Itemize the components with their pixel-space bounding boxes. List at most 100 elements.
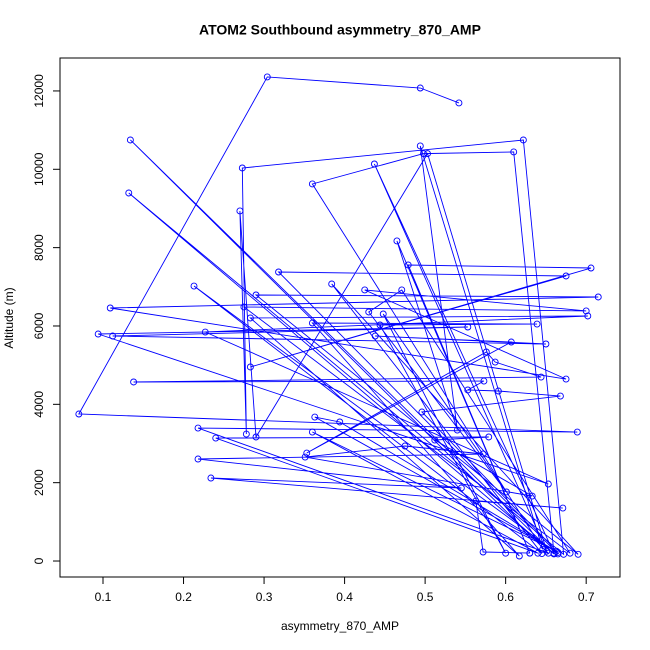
x-tick-label: 0.3 <box>256 590 273 604</box>
data-point <box>109 332 117 340</box>
data-point <box>125 189 133 197</box>
data-point <box>457 484 465 492</box>
data-point <box>301 453 309 461</box>
data-point <box>479 450 487 458</box>
data-point <box>94 330 102 338</box>
data-point <box>494 387 502 395</box>
y-axis-label: Altitude (m) <box>2 287 16 348</box>
x-tick-label: 0.5 <box>417 590 434 604</box>
data-point <box>519 136 527 144</box>
data-point <box>552 547 560 555</box>
data-point <box>252 433 260 441</box>
data-point <box>464 323 472 331</box>
x-tick-label: 0.2 <box>175 590 192 604</box>
data-point <box>416 84 424 92</box>
x-tick-label: 0.7 <box>578 590 595 604</box>
data-point <box>556 392 564 400</box>
data-point <box>416 142 424 150</box>
data-point <box>361 286 369 294</box>
data-point <box>507 338 515 346</box>
data-point <box>308 180 316 188</box>
data-point <box>393 237 401 245</box>
y-tick-label: 12000 <box>32 74 46 108</box>
data-point <box>503 488 510 496</box>
data-point <box>303 449 311 457</box>
data-point <box>238 164 246 172</box>
data-point <box>308 428 316 436</box>
data-point <box>587 264 595 272</box>
data-point <box>559 504 567 512</box>
data-point <box>510 148 518 156</box>
data-point <box>554 548 562 556</box>
y-tick-label: 4000 <box>32 391 46 418</box>
data-point <box>594 293 602 301</box>
chart-title: ATOM2 Southbound asymmetry_870_AMP <box>199 22 481 38</box>
data-line <box>78 76 599 557</box>
data-point <box>482 348 490 356</box>
data-point <box>528 492 536 500</box>
data-point <box>431 436 439 444</box>
data-point <box>371 332 379 340</box>
data-point <box>212 434 220 442</box>
data-point <box>246 363 254 371</box>
data-point <box>480 377 488 385</box>
data-point <box>328 280 336 288</box>
data-point <box>515 552 523 560</box>
data-point <box>502 549 510 557</box>
data-point <box>538 550 546 558</box>
data-point <box>537 373 545 381</box>
data-point <box>190 282 198 290</box>
data-point <box>479 548 487 556</box>
y-tick-label: 2000 <box>32 469 46 496</box>
data-point <box>573 428 581 436</box>
data-point <box>365 308 373 316</box>
data-point <box>491 358 499 366</box>
data-point <box>584 312 592 320</box>
data-point <box>376 321 384 329</box>
data-point <box>75 410 83 418</box>
y-tick-label: 6000 <box>32 312 46 339</box>
data-point <box>194 455 202 463</box>
data-point <box>275 268 283 276</box>
data-point <box>420 150 427 158</box>
x-tick-label: 0.4 <box>336 590 353 604</box>
x-tick-label: 0.1 <box>95 590 112 604</box>
data-point <box>370 160 378 168</box>
data-point <box>236 207 244 215</box>
data-point <box>106 304 114 312</box>
data-point <box>544 480 552 488</box>
data-point <box>207 474 215 482</box>
y-tick-label: 0 <box>32 557 46 564</box>
data-point <box>533 320 541 328</box>
data-point <box>379 310 387 318</box>
data-point <box>201 328 209 336</box>
y-tick-label: 8000 <box>32 234 46 261</box>
data-point <box>308 319 316 327</box>
x-axis-label: asymmetry_870_AMP <box>281 619 399 633</box>
data-point <box>336 418 344 426</box>
y-tick-label: 10000 <box>32 152 46 186</box>
data-point <box>398 286 406 294</box>
data-point <box>453 426 461 434</box>
data-point <box>472 497 480 505</box>
data-point <box>418 408 426 416</box>
data-point <box>424 150 431 158</box>
data-point <box>404 261 412 269</box>
data-point <box>539 545 547 553</box>
data-point <box>240 303 248 311</box>
data-point <box>562 375 570 383</box>
data-point <box>562 272 570 280</box>
data-point <box>126 136 134 144</box>
data-point <box>485 433 493 441</box>
data-point <box>582 307 590 315</box>
data-point <box>130 378 138 386</box>
data-point <box>252 291 260 299</box>
x-tick-label: 0.6 <box>497 590 514 604</box>
data-point <box>455 99 463 107</box>
data-point <box>526 549 534 557</box>
data-point <box>566 549 574 557</box>
data-point <box>246 314 254 322</box>
data-point <box>401 442 409 450</box>
